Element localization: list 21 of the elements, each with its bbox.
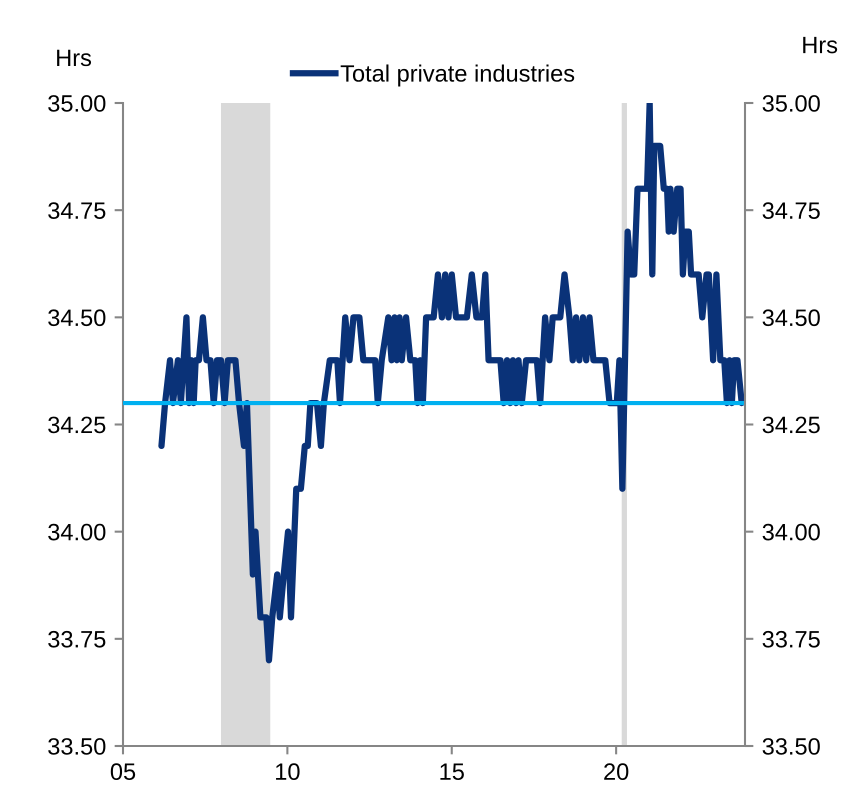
y-tick-label: 33.50 bbox=[48, 738, 106, 755]
y2-tick-label: 33.50 bbox=[762, 738, 820, 755]
y-axis-title: Hrs bbox=[57, 50, 92, 66]
y-tick-label: 33.75 bbox=[48, 630, 106, 648]
y-tick-label: 34.25 bbox=[48, 416, 106, 434]
y-tick-label: 35.00 bbox=[48, 95, 106, 112]
y-tick-label: 34.75 bbox=[48, 202, 106, 219]
y2-tick-label: 34.75 bbox=[762, 202, 820, 219]
y2-tick-label: 35.00 bbox=[762, 95, 820, 112]
legend-label: Total private industries bbox=[340, 64, 574, 86]
y2-tick-label: 34.00 bbox=[762, 524, 820, 540]
x-tick-label: 20 bbox=[604, 763, 628, 780]
y-tick-label: 34.00 bbox=[48, 524, 106, 540]
x-tick-label: 15 bbox=[440, 764, 464, 780]
y-tick-label: 34.50 bbox=[48, 309, 106, 326]
x-tick-label: 10 bbox=[276, 763, 300, 780]
x-tick-label: 05 bbox=[110, 763, 136, 780]
y2-axis-title: Hrs bbox=[803, 36, 838, 54]
y2-tick-label: 34.50 bbox=[762, 309, 820, 326]
y2-tick-label: 33.75 bbox=[762, 630, 820, 648]
y2-tick-label: 34.25 bbox=[762, 416, 820, 434]
